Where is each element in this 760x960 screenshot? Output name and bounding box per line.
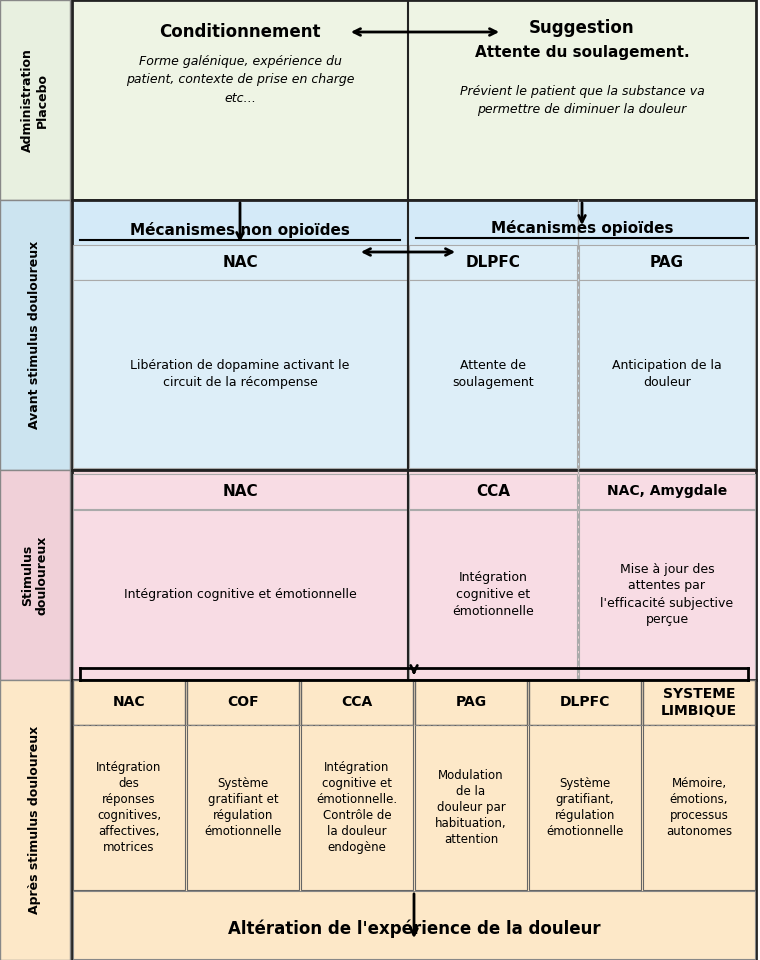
Bar xyxy=(73,245,407,280)
Bar xyxy=(409,510,577,679)
Text: Modulation
de la
douleur par
habituation,
attention: Modulation de la douleur par habituation… xyxy=(435,769,507,846)
Text: COF: COF xyxy=(227,695,259,709)
Bar xyxy=(73,891,755,959)
Bar xyxy=(73,725,185,890)
Text: Système
gratifiant et
régulation
émotionnelle: Système gratifiant et régulation émotion… xyxy=(204,777,282,838)
Text: Altération de l'expérience de la douleur: Altération de l'expérience de la douleur xyxy=(228,920,600,938)
Bar xyxy=(72,680,756,960)
Bar xyxy=(409,280,577,468)
Bar xyxy=(643,680,755,725)
Text: Après stimulus douloureux: Après stimulus douloureux xyxy=(28,726,42,914)
Text: Stimulus
douloureux: Stimulus douloureux xyxy=(21,536,49,614)
Bar xyxy=(301,725,413,890)
Text: Attente de
soulagement: Attente de soulagement xyxy=(452,359,534,389)
Bar xyxy=(579,474,755,509)
Text: PAG: PAG xyxy=(650,255,684,270)
Bar xyxy=(643,725,755,890)
Text: Prévient le patient que la substance va
permettre de diminuer la douleur: Prévient le patient que la substance va … xyxy=(460,84,705,115)
Text: NAC: NAC xyxy=(222,484,258,499)
Bar xyxy=(579,245,755,280)
Text: Attente du soulagement.: Attente du soulagement. xyxy=(475,44,689,60)
Text: Intégration
des
réponses
cognitives,
affectives,
motrices: Intégration des réponses cognitives, aff… xyxy=(97,761,162,854)
Bar xyxy=(415,725,527,890)
Bar xyxy=(301,680,413,725)
Text: DLPFC: DLPFC xyxy=(560,695,610,709)
Text: Administration
Placebo: Administration Placebo xyxy=(21,48,49,152)
Text: Mémoire,
émotions,
processus
autonomes: Mémoire, émotions, processus autonomes xyxy=(666,777,732,838)
Bar xyxy=(72,470,756,680)
Text: Système
gratifiant,
régulation
émotionnelle: Système gratifiant, régulation émotionne… xyxy=(546,777,624,838)
Text: NAC: NAC xyxy=(112,695,145,709)
Text: Mise à jour des
attentes par
l'efficacité subjective
perçue: Mise à jour des attentes par l'efficacit… xyxy=(600,563,733,627)
Text: SYSTEME
LIMBIQUE: SYSTEME LIMBIQUE xyxy=(661,687,737,718)
Text: NAC, Amygdale: NAC, Amygdale xyxy=(607,485,727,498)
Bar xyxy=(73,474,407,509)
Bar xyxy=(409,245,577,280)
Bar xyxy=(529,680,641,725)
Bar xyxy=(72,0,756,200)
Text: CCA: CCA xyxy=(341,695,372,709)
Bar xyxy=(187,680,299,725)
Bar xyxy=(73,680,185,725)
Bar xyxy=(415,680,527,725)
Text: Avant stimulus douloureux: Avant stimulus douloureux xyxy=(28,241,42,429)
Bar xyxy=(0,470,70,680)
Text: Forme galénique, expérience du
patient, contexte de prise en charge
etc…: Forme galénique, expérience du patient, … xyxy=(125,56,354,105)
Text: Libération de dopamine activant le
circuit de la récompense: Libération de dopamine activant le circu… xyxy=(130,359,350,389)
Text: Intégration
cognitive et
émotionnelle.
Contrôle de
la douleur
endogène: Intégration cognitive et émotionnelle. C… xyxy=(316,761,397,854)
Text: Intégration cognitive et émotionnelle: Intégration cognitive et émotionnelle xyxy=(124,588,356,601)
Text: DLPFC: DLPFC xyxy=(466,255,521,270)
Text: NAC: NAC xyxy=(222,255,258,270)
Bar xyxy=(0,200,70,470)
Bar xyxy=(187,725,299,890)
Text: Suggestion: Suggestion xyxy=(529,19,635,37)
Text: Conditionnement: Conditionnement xyxy=(160,23,321,41)
Bar xyxy=(73,510,407,679)
Text: Anticipation de la
douleur: Anticipation de la douleur xyxy=(612,359,722,389)
Text: Mécanismes opioïdes: Mécanismes opioïdes xyxy=(491,220,673,236)
Bar xyxy=(579,510,755,679)
Bar xyxy=(409,474,577,509)
Bar xyxy=(72,200,756,470)
Bar xyxy=(529,725,641,890)
Text: CCA: CCA xyxy=(476,484,510,499)
Bar xyxy=(0,680,70,960)
Text: PAG: PAG xyxy=(455,695,486,709)
Bar xyxy=(579,280,755,468)
Text: Mécanismes non opioïdes: Mécanismes non opioïdes xyxy=(130,222,350,238)
Text: Intégration
cognitive et
émotionnelle: Intégration cognitive et émotionnelle xyxy=(452,571,534,618)
Bar xyxy=(0,0,70,200)
Bar xyxy=(73,280,407,468)
